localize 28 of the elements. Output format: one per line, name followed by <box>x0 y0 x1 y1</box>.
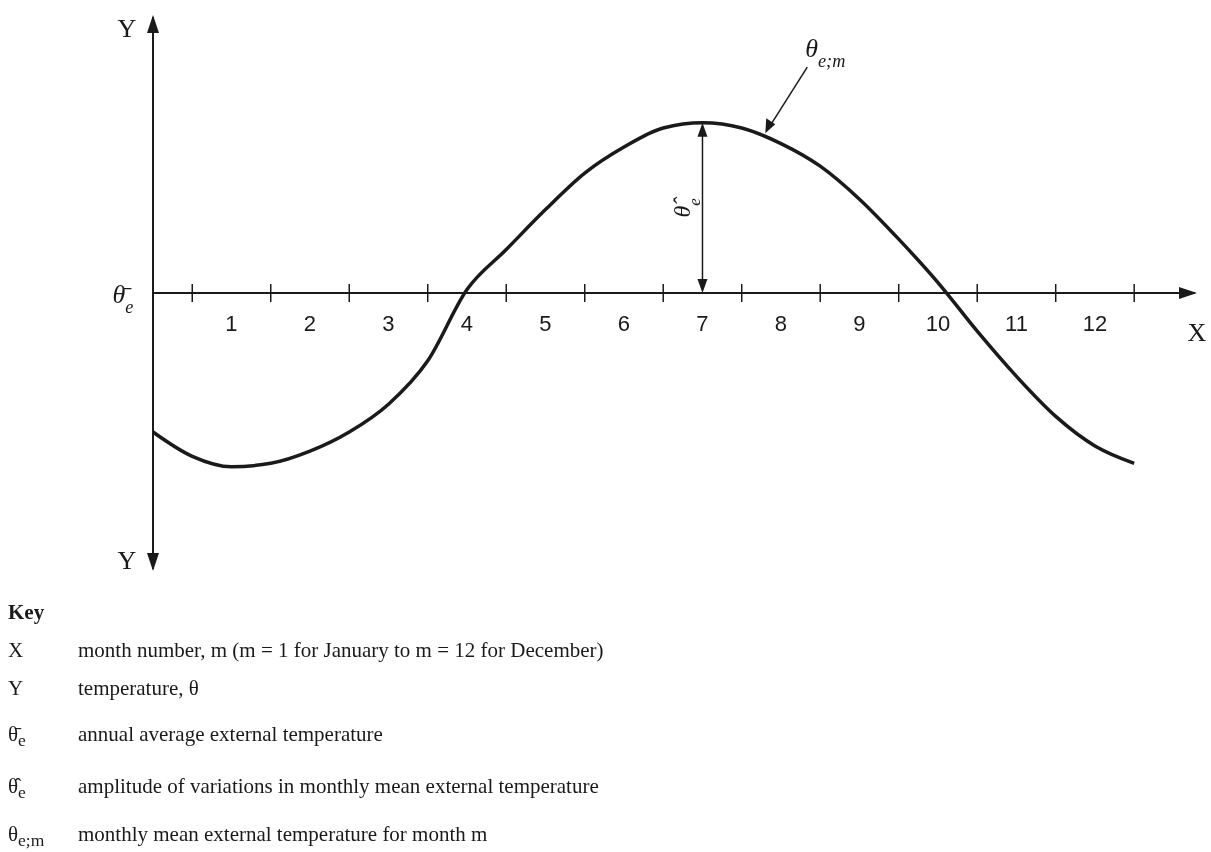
text: annual average external temperature <box>78 722 383 748</box>
x-tick-label: 8 <box>774 311 788 336</box>
text: amplitude of variations in monthly mean external temperature <box>78 774 599 800</box>
text: temperature, θ <box>78 676 199 700</box>
x-tick-label: 4 <box>460 311 474 336</box>
y-axis-title: Y <box>117 546 137 575</box>
text: θ$_{e;m}$ <box>8 822 46 852</box>
x-tick-label: 12 <box>1082 311 1108 336</box>
text: Y <box>117 14 137 43</box>
text: θ̄$_{e}$ <box>112 280 134 317</box>
x-tick-label: 1 <box>225 311 238 336</box>
x-tick-label: 3 <box>382 311 395 336</box>
annotation: θ$_{e;m}$ <box>805 34 846 72</box>
text: X <box>8 638 25 662</box>
x-tick-label: 2 <box>303 311 317 336</box>
text: monthly mean external temperature for month m <box>78 822 488 848</box>
x-tick-label: 9 <box>853 311 866 336</box>
x-tick-label: 11 <box>1005 311 1028 336</box>
text: Y <box>8 676 25 700</box>
x-tick-label: 6 <box>617 311 631 336</box>
text: θ̄$_{e}$ <box>8 722 27 753</box>
x-axis-title: X <box>1187 318 1207 347</box>
text: month number, m (m = 1 for January to m = 12 for December) <box>78 638 604 662</box>
x-tick-label: 10 <box>925 311 951 336</box>
x-tick-label: 7 <box>696 311 709 336</box>
x-tick-label: 5 <box>539 311 552 336</box>
text: θ̂$_{e}$ <box>8 774 27 805</box>
text: Key <box>8 600 45 624</box>
